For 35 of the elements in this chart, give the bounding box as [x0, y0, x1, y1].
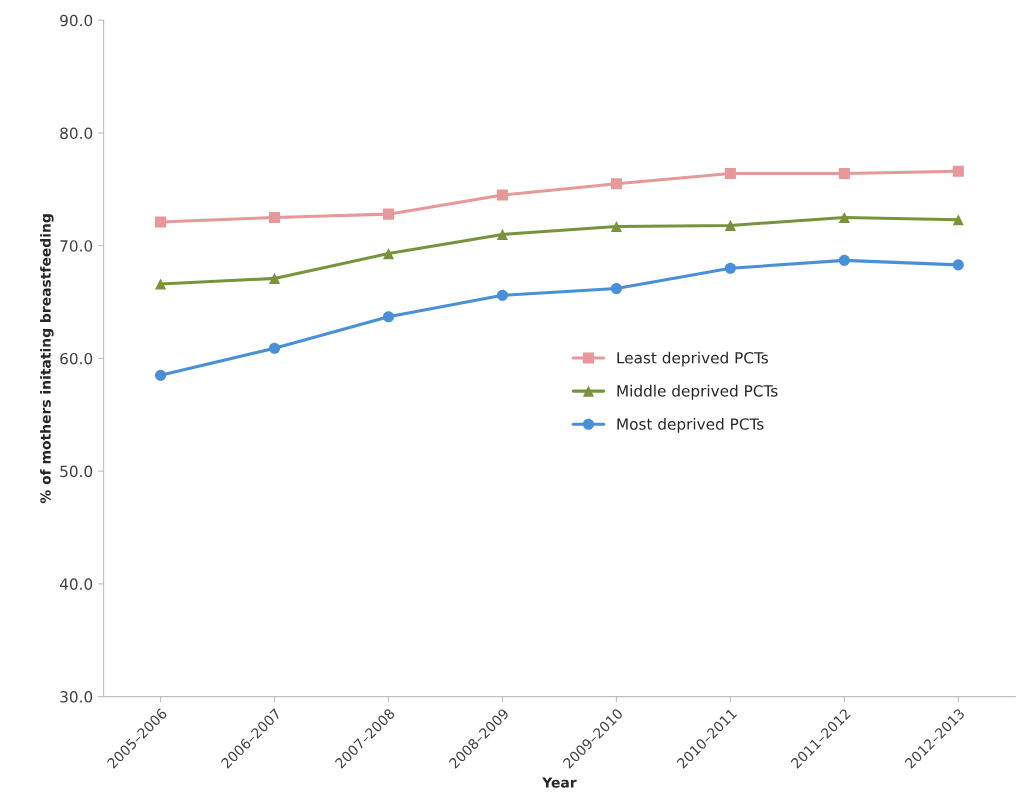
point [155, 369, 167, 381]
point [724, 168, 736, 180]
y-tick-label: 30.0 [60, 691, 93, 703]
x-axis-title: Year [542, 777, 577, 788]
legend-label: Middle deprived PCTs [617, 384, 778, 400]
point [382, 311, 395, 323]
point [268, 272, 281, 284]
legend-label: Most deprived PCTs [617, 417, 764, 433]
y-tick-label: 80.0 [60, 127, 93, 139]
point [952, 165, 964, 177]
y-axis-title: % of mothers initating breastfeeding [40, 214, 54, 504]
y-tick-label: 40.0 [59, 578, 93, 590]
point [724, 262, 736, 274]
y-tick-label: 90.0 [60, 14, 93, 27]
y-tick-label: 70.0 [60, 240, 93, 252]
point [155, 216, 167, 228]
point [382, 208, 395, 220]
point [838, 168, 850, 180]
point [952, 259, 964, 271]
y-tick-label: 50.0 [60, 465, 93, 478]
point [724, 219, 736, 231]
point [382, 248, 395, 260]
legend-label: Least deprived PCTs [617, 351, 768, 367]
y-tick-label: 60.0 [60, 352, 93, 365]
point [496, 189, 509, 201]
point [155, 278, 167, 290]
point [610, 220, 622, 233]
point [610, 282, 622, 295]
point [496, 289, 509, 301]
point [838, 211, 850, 224]
point [838, 254, 850, 266]
point [496, 228, 509, 240]
point [268, 211, 281, 224]
point [610, 178, 622, 190]
point [268, 342, 281, 354]
